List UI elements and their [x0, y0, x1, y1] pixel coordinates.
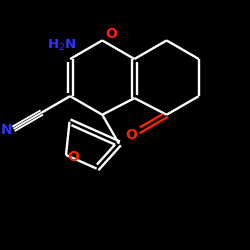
Text: H$_2$N: H$_2$N — [47, 38, 76, 53]
Text: O: O — [105, 27, 117, 41]
Text: O: O — [68, 150, 79, 164]
Text: O: O — [126, 128, 138, 142]
Text: N: N — [0, 123, 12, 137]
